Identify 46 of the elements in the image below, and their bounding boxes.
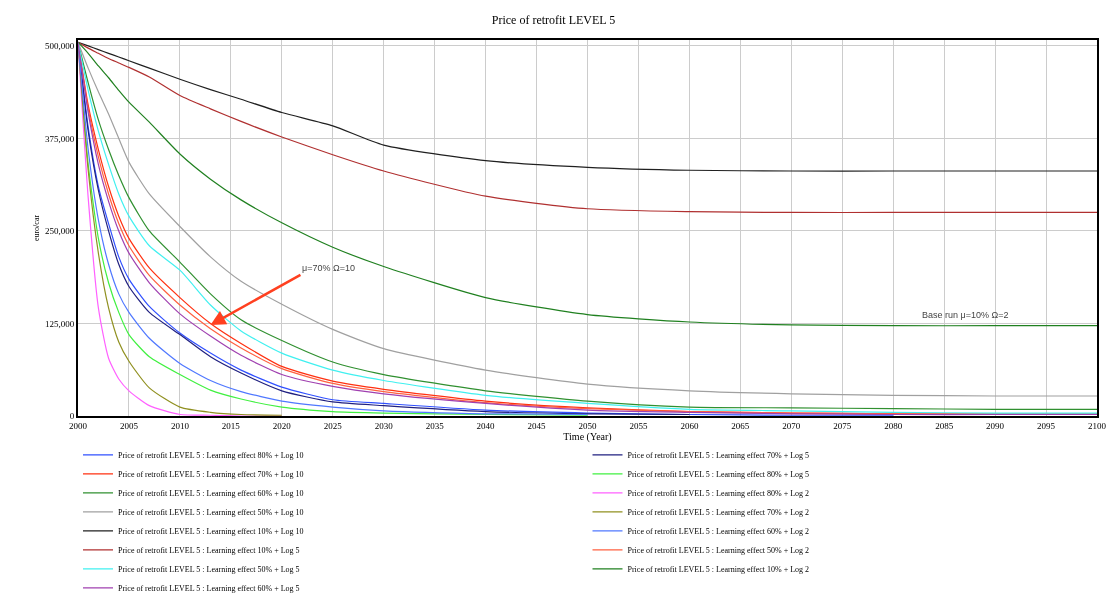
x-tick-label: 2085 (935, 420, 954, 431)
x-tick-label: 2060 (680, 420, 699, 431)
annotation: μ=70% Ω=10 (302, 263, 355, 273)
y-axis-title: euro/car (32, 214, 42, 242)
y-tick-label: 125,000 (44, 318, 75, 329)
legend-label: Price of retrofit LEVEL 5 : Learning effect 50% + Log 2 (627, 546, 810, 556)
chart-title: Price of retrofit LEVEL 5 (491, 12, 616, 27)
x-tick-label: 2050 (578, 420, 597, 431)
x-tick-label: 2090 (986, 420, 1005, 431)
legend-label: Price of retrofit LEVEL 5 : Learning effect 80% + Log 5 (627, 470, 810, 480)
legend-label: Price of retrofit LEVEL 5 : Learning effect 50% + Log 10 (118, 508, 304, 518)
legend-label: Price of retrofit LEVEL 5 : Learning effect 80% + Log 2 (627, 489, 810, 499)
legend-label: Price of retrofit LEVEL 5 : Learning effect 70% + Log 5 (627, 451, 810, 461)
x-tick-label: 2075 (833, 420, 852, 431)
legend-label: Price of retrofit LEVEL 5 : Learning effect 80% + Log 10 (118, 451, 304, 461)
y-tick-label: 250,000 (44, 226, 75, 237)
x-tick-label: 2095 (1037, 420, 1056, 431)
x-tick-label: 2025 (323, 420, 343, 431)
x-tick-label: 2010 (170, 420, 190, 431)
legend-label: Price of retrofit LEVEL 5 : Learning effect 10% + Log 10 (118, 527, 304, 537)
x-tick-label: 2100 (1088, 420, 1107, 431)
x-axis-title: Time (Year) (563, 430, 612, 443)
x-tick-label: 2030 (374, 420, 394, 431)
y-tick-label: 0 (69, 411, 75, 422)
x-tick-label: 2020 (272, 420, 292, 431)
x-tick-label: 2000 (69, 420, 88, 431)
x-tick-label: 2045 (527, 420, 547, 431)
legend-label: Price of retrofit LEVEL 5 : Learning effect 60% + Log 5 (118, 584, 300, 594)
legend-label: Price of retrofit LEVEL 5 : Learning effect 60% + Log 10 (118, 489, 304, 499)
legend-label: Price of retrofit LEVEL 5 : Learning effect 10% + Log 2 (627, 565, 810, 575)
y-tick-label: 500,000 (44, 41, 75, 52)
legend-label: Price of retrofit LEVEL 5 : Learning effect 70% + Log 10 (118, 470, 304, 480)
x-tick-label: 2040 (476, 420, 496, 431)
legend-label: Price of retrofit LEVEL 5 : Learning effect 10% + Log 5 (118, 546, 300, 556)
x-tick-label: 2080 (884, 420, 903, 431)
legend-label: Price of retrofit LEVEL 5 : Learning effect 60% + Log 2 (627, 527, 810, 537)
legend-label: Price of retrofit LEVEL 5 : Learning effect 70% + Log 2 (627, 508, 810, 518)
x-tick-label: 2070 (782, 420, 801, 431)
x-tick-label: 2005 (119, 420, 139, 431)
y-tick-label: 375,000 (44, 133, 75, 144)
x-tick-label: 2035 (425, 420, 445, 431)
x-tick-label: 2015 (221, 420, 241, 431)
x-tick-label: 2065 (731, 420, 750, 431)
x-tick-label: 2055 (629, 420, 648, 431)
annotation: Base run μ=10% Ω=2 (922, 310, 1009, 320)
legend-label: Price of retrofit LEVEL 5 : Learning effect 50% + Log 5 (118, 565, 300, 575)
